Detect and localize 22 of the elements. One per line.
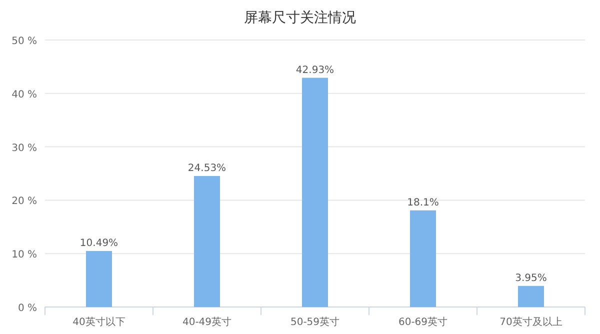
data-label: 24.53% — [188, 163, 226, 174]
y-tick-label: 30 % — [12, 142, 37, 154]
x-tick-label: 60-69英寸 — [398, 316, 448, 328]
bar — [194, 176, 220, 307]
y-tick-label: 20 % — [12, 196, 37, 208]
data-label: 10.49% — [80, 238, 118, 249]
bar — [518, 286, 544, 307]
y-tick-label: 40 % — [12, 89, 37, 100]
y-tick-label: 10 % — [12, 250, 37, 261]
data-label: 3.95% — [515, 272, 547, 284]
bar — [410, 210, 436, 307]
data-label: 18.1% — [407, 197, 439, 208]
x-tick-label: 40英寸以下 — [72, 316, 126, 328]
bar — [86, 250, 112, 307]
x-tick-label: 50-59英寸 — [290, 316, 340, 328]
data-label: 42.93% — [296, 64, 334, 76]
x-tick-label: 70英寸及以上 — [500, 316, 562, 328]
chart-title: 屏幕尺寸关注情况 — [244, 10, 356, 26]
x-tick-label: 40-49英寸 — [182, 316, 232, 328]
y-tick-label: 50 % — [12, 36, 37, 47]
y-tick-label: 0 % — [18, 303, 37, 314]
bar — [302, 78, 328, 307]
